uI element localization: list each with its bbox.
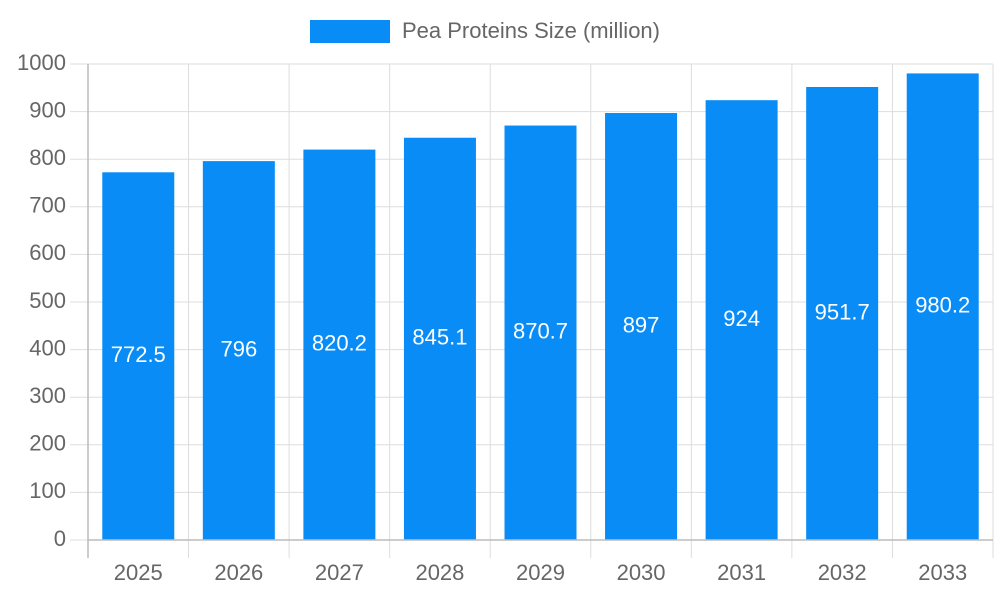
y-tick-label: 600 bbox=[29, 240, 66, 265]
y-tick-label: 900 bbox=[29, 97, 66, 122]
bar bbox=[806, 86, 879, 541]
x-tick-label: 2031 bbox=[717, 560, 766, 585]
y-tick-label: 500 bbox=[29, 288, 66, 313]
legend-label: Pea Proteins Size (million) bbox=[402, 18, 660, 43]
value-label: 870.7 bbox=[513, 319, 568, 344]
y-tick-label: 700 bbox=[29, 193, 66, 218]
x-tick-label: 2029 bbox=[516, 560, 565, 585]
bar bbox=[605, 113, 678, 540]
x-tick-label: 2028 bbox=[415, 560, 464, 585]
x-tick-label: 2032 bbox=[818, 560, 867, 585]
y-tick-label: 1000 bbox=[17, 50, 66, 75]
bar bbox=[202, 161, 275, 540]
y-tick-label: 100 bbox=[29, 478, 66, 503]
x-tick-label: 2027 bbox=[315, 560, 364, 585]
bar bbox=[705, 100, 778, 541]
value-label: 772.5 bbox=[111, 342, 166, 367]
legend-swatch bbox=[310, 20, 390, 43]
x-tick-label: 2030 bbox=[617, 560, 666, 585]
x-tick-label: 2025 bbox=[114, 560, 163, 585]
bar bbox=[403, 137, 476, 540]
y-tick-label: 400 bbox=[29, 335, 66, 360]
x-tick-label: 2026 bbox=[214, 560, 263, 585]
value-label: 951.7 bbox=[815, 299, 870, 324]
value-label: 897 bbox=[623, 312, 660, 337]
bar bbox=[906, 73, 979, 540]
y-tick-label: 800 bbox=[29, 145, 66, 170]
bar bbox=[303, 149, 376, 541]
y-tick-label: 300 bbox=[29, 383, 66, 408]
y-tick-label: 200 bbox=[29, 431, 66, 456]
x-tick-label: 2033 bbox=[918, 560, 967, 585]
value-label: 924 bbox=[723, 306, 760, 331]
bar bbox=[102, 172, 175, 541]
value-label: 796 bbox=[220, 336, 257, 361]
value-label: 845.1 bbox=[412, 325, 467, 350]
bar bbox=[504, 125, 577, 540]
y-tick-label: 0 bbox=[54, 526, 66, 551]
value-label: 980.2 bbox=[915, 293, 970, 318]
value-label: 820.2 bbox=[312, 331, 367, 356]
